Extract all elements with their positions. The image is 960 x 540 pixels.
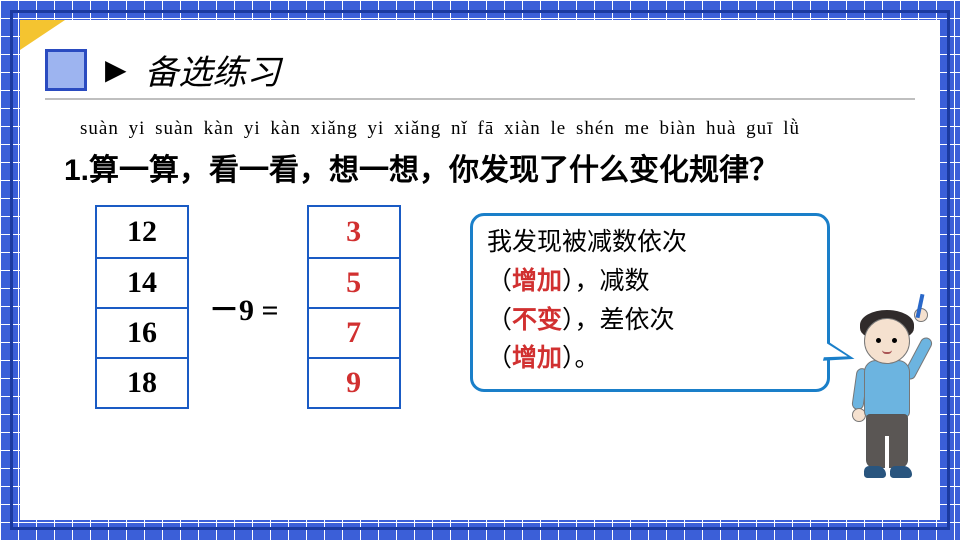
- minuend-column: 12 14 16 18: [95, 205, 189, 409]
- play-icon: ▶: [105, 53, 127, 87]
- minuend-cell: 16: [97, 307, 187, 357]
- question-text: 1.算一算，看一看，想一想，你发现了什么变化规律？: [64, 145, 779, 189]
- bubble-text: （: [487, 345, 512, 372]
- minuend-cell: 14: [97, 257, 187, 307]
- answer-1: 增加: [512, 268, 562, 295]
- bubble-text: （: [487, 268, 512, 295]
- header-divider: [45, 98, 915, 100]
- bubble-text: ）。: [562, 345, 600, 372]
- bubble-text: ），: [562, 268, 600, 295]
- minuend-cell: 12: [97, 207, 187, 257]
- answer-2: 不变: [512, 307, 562, 334]
- result-cell: 9: [309, 357, 399, 407]
- result-column: 3 5 7 9: [307, 205, 401, 409]
- bubble-text: 差依次: [600, 307, 675, 334]
- boy-illustration: [840, 290, 930, 510]
- math-expression: 12 14 16 18 －9 = 3 5 7 9: [95, 205, 401, 409]
- operator: －9 =: [209, 285, 279, 329]
- answer-3: 增加: [512, 345, 562, 372]
- result-cell: 5: [309, 257, 399, 307]
- bubble-text: 减数: [600, 268, 650, 295]
- page: ▶ 备选练习 suàn yi suàn kàn yi kàn xiǎng yi …: [20, 20, 940, 520]
- section-title: 备选练习: [145, 45, 281, 94]
- result-cell: 3: [309, 207, 399, 257]
- header-box-icon: [45, 49, 87, 91]
- speech-bubble: 我发现被减数依次 （增加），减数 （不变），差依次 （增加）。: [470, 213, 830, 392]
- bubble-text: （: [487, 307, 512, 334]
- bubble-text: ），: [562, 307, 600, 334]
- minuend-cell: 18: [97, 357, 187, 407]
- bubble-text: 我发现被减数依次: [487, 229, 687, 256]
- pinyin-text: suàn yi suàn kàn yi kàn xiǎng yi xiǎng n…: [80, 118, 800, 140]
- section-header: ▶ 备选练习: [45, 45, 281, 94]
- result-cell: 7: [309, 307, 399, 357]
